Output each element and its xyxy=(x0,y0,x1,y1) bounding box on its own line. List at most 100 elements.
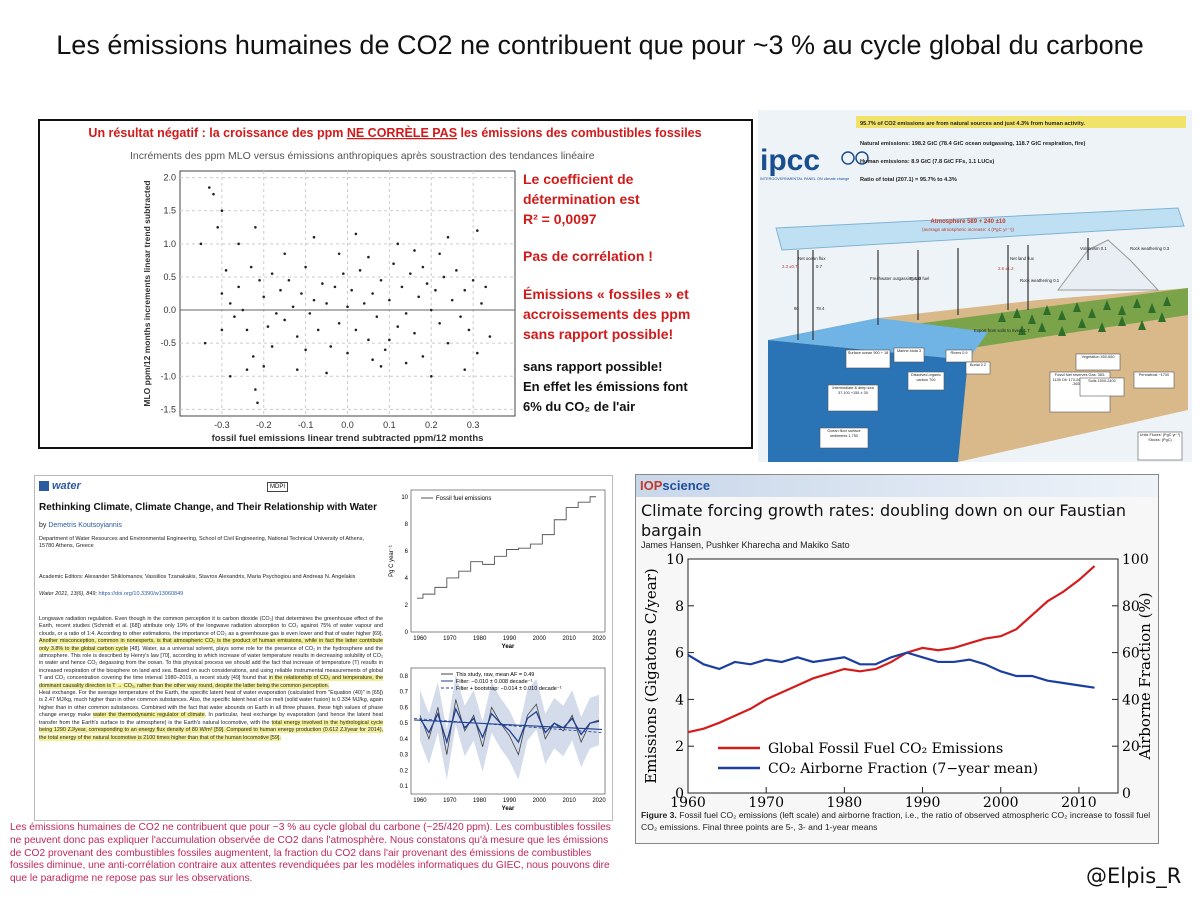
scatter-x-tick-label: 0.2 xyxy=(425,420,438,430)
scatter-point xyxy=(295,368,299,371)
ipcc-logo-sub: INTERGOVERNMENTAL PANEL ON climate chang… xyxy=(760,177,849,181)
tree-icon xyxy=(1138,320,1146,330)
scatter-point xyxy=(446,341,450,345)
stock-box-label: Permafrost ~1700 xyxy=(1139,373,1169,377)
stock-box-label: Surface ocean 900 + 18 xyxy=(848,351,888,355)
stock-box-label: Intermediate & deep sea 37,100 +155 ± 30 xyxy=(832,386,873,395)
stock-box xyxy=(965,361,991,375)
stock-box-label: Marine biota 3 xyxy=(897,349,921,353)
scatter-point xyxy=(455,269,458,272)
page-title: Les émissions humaines de CO2 ne contrib… xyxy=(56,30,1144,60)
water-bot-legend-entry: Filter + bootstrap: −0.014 ± 0.010 decad… xyxy=(456,686,562,692)
scatter-point xyxy=(333,285,337,289)
scatter-red-note: Le coefficient de xyxy=(523,171,634,187)
doi-link[interactable]: https://doi.org/10.3390/w13060849 xyxy=(98,591,184,597)
water-top-y-tick: 0 xyxy=(405,630,409,636)
stock-box xyxy=(907,371,945,391)
stock-box xyxy=(845,349,891,369)
iop-right-axis-label: Airborne Fraction (%) xyxy=(1136,592,1154,760)
scatter-point xyxy=(379,278,383,282)
scatter-point xyxy=(279,288,282,292)
scatter-y-tick-label: 1.0 xyxy=(163,239,176,249)
flux-label: Export from soils to rivers 1.7 xyxy=(974,328,1030,333)
scatter-point xyxy=(262,295,266,299)
scatter-point xyxy=(312,235,316,239)
iop-caption: Figure 3. Fossil fuel CO₂ emissions (lef… xyxy=(641,810,1151,832)
fossil-emissions-chart: 0 2 4 6 8 10 1960 1970 1980 1990 2000 2010 2020 Year P… xyxy=(389,489,606,650)
scatter-point xyxy=(388,338,391,342)
iop-logo: IOPscience xyxy=(640,478,711,493)
scatter-point xyxy=(216,225,219,229)
iop-x-tick-label: 1960 xyxy=(670,795,706,810)
scatter-point xyxy=(254,225,257,229)
water-top-x-tick: 2000 xyxy=(533,636,547,642)
scatter-point xyxy=(446,235,450,239)
scatter-red-note: R² = 0,0097 xyxy=(523,211,597,227)
scatter-point xyxy=(258,278,261,282)
scatter-point xyxy=(316,328,320,332)
tree-icon xyxy=(1088,308,1096,318)
iop-article-title[interactable]: Climate forcing growth rates: doubling d… xyxy=(641,501,1127,540)
scatter-point xyxy=(321,282,324,285)
scatter-point xyxy=(308,312,312,315)
iop-left-tick-label: 2 xyxy=(675,739,684,755)
water-bot-x-tick: 1960 xyxy=(413,798,427,804)
scatter-point xyxy=(463,288,467,292)
scatter-point xyxy=(304,265,307,269)
scatter-red-note: accroissements des ppm xyxy=(523,306,690,322)
stock-box-label: Vegetation 450-650 xyxy=(1082,355,1115,359)
water-top-frame xyxy=(410,489,606,633)
affiliation: Department of Water Resources and Enviro… xyxy=(39,536,364,549)
scatter-point xyxy=(421,265,425,269)
water-top-x-label: Year xyxy=(502,644,515,650)
scatter-panel: Un résultat négatif : la croissance des … xyxy=(38,119,753,449)
tree-icon xyxy=(1038,322,1046,332)
article-title[interactable]: Rethinking Climate, Climate Change, and … xyxy=(39,502,378,513)
scatter-point xyxy=(476,229,479,232)
ocean-surface xyxy=(768,318,988,360)
airborne-raw-line xyxy=(419,699,600,756)
iop-right-tick-label: 0 xyxy=(1122,786,1131,802)
tree-icon xyxy=(1098,322,1106,332)
water-bot-y-tick: 0.6 xyxy=(400,705,409,711)
volcano-mountain xyxy=(1057,239,1160,291)
flux-label: 2.3 ±0.7 xyxy=(782,264,798,269)
ipcc-logo: ipcc xyxy=(760,144,820,177)
water-top-y-tick: 4 xyxy=(405,576,409,582)
scatter-point xyxy=(396,325,400,328)
iop-legend-blue-label: CO₂ Airborne Fraction (7−year mean) xyxy=(768,761,1038,777)
scatter-x-tick-label: -0.2 xyxy=(256,420,272,430)
scatter-point xyxy=(337,321,341,325)
water-bot-y-tick: 0.2 xyxy=(400,768,409,774)
scatter-point xyxy=(434,288,437,292)
ipcc-line-1: 95.7% of CO2 emissions are from natural … xyxy=(860,121,1085,127)
scatter-point xyxy=(262,365,266,368)
scatter-point xyxy=(283,252,286,256)
tree-icon xyxy=(1028,314,1036,324)
scatter-point xyxy=(488,335,492,338)
ipcc-highlight-bar xyxy=(856,116,1186,128)
scatter-point xyxy=(388,298,391,302)
flux-label: 2.6 ±1.2 xyxy=(998,266,1014,271)
water-bot-x-tick: 2020 xyxy=(592,798,606,804)
scatter-point xyxy=(224,269,228,272)
scatter-x-tick-label: -0.3 xyxy=(214,420,230,430)
scatter-point xyxy=(463,368,467,371)
water-article-panel: water MDPI Rethinking Climate, Climate C… xyxy=(34,475,613,821)
tree-icon xyxy=(1148,303,1156,313)
flux-label: Fossil fuel xyxy=(910,276,929,281)
citation: Water 2021, 13(6), 849; https://doi.org/… xyxy=(39,591,184,597)
scatter-point xyxy=(245,368,249,371)
iop-x-tick-label: 1980 xyxy=(827,795,863,810)
atmosphere-label: Atmosphere 589 + 240 ±10 xyxy=(930,219,1006,225)
scatter-x-tick-label: 0.0 xyxy=(341,420,354,430)
iop-left-tick-label: 0 xyxy=(675,786,684,802)
water-bot-y-tick: 0.4 xyxy=(400,737,409,743)
flux-label: 80 xyxy=(794,306,799,311)
bottom-commentary: Les émissions humaines de CO2 ne contrib… xyxy=(10,822,611,885)
scatter-point xyxy=(362,302,366,305)
tree-icon xyxy=(1078,318,1086,328)
scatter-point xyxy=(220,209,224,213)
water-top-x-tick: 2010 xyxy=(563,636,577,642)
